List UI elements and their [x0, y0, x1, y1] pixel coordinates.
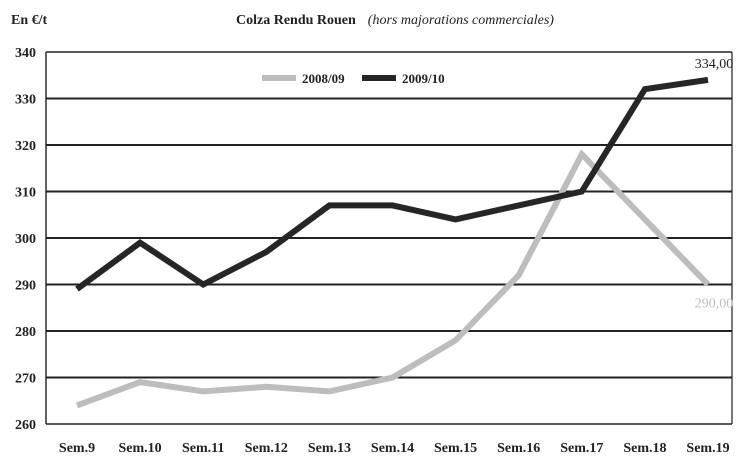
- x-tick-label: Sem.19: [686, 441, 729, 456]
- chart-title-main: Colza Rendu Rouen: [236, 13, 356, 28]
- data-label: 334,00: [695, 57, 734, 72]
- chart-title: Colza Rendu Rouen (hors majorations comm…: [236, 11, 554, 28]
- x-tick-label: Sem.10: [119, 441, 162, 456]
- y-tick-label: 320: [15, 139, 36, 154]
- y-tick-label: 340: [15, 46, 36, 61]
- y-tick-label: 280: [15, 325, 36, 340]
- x-tick-label: Sem.16: [497, 441, 540, 456]
- series-lines: [75, 76, 711, 409]
- x-tick-label: Sem.15: [434, 441, 477, 456]
- data-annotations: 334,00 290,00: [695, 57, 734, 312]
- x-tick-label: Sem.12: [245, 441, 288, 456]
- x-tick-label: Sem.13: [308, 441, 351, 456]
- legend-label: 2009/10: [402, 71, 445, 86]
- y-tick-label: 270: [15, 372, 36, 387]
- y-tick-label: 310: [15, 186, 36, 201]
- series-line-2008-09: [75, 149, 711, 409]
- chart-subtitle: (hors majorations commerciales): [368, 13, 554, 28]
- y-tick-label: 300: [15, 232, 36, 247]
- x-tick-label: Sem.11: [182, 441, 224, 456]
- legend-label: 2008/09: [302, 71, 345, 86]
- chart-title-group: En €/t Colza Rendu Rouen (hors majoratio…: [11, 11, 554, 28]
- x-tick-label: Sem.9: [59, 441, 95, 456]
- series-line-2009-10: [75, 76, 709, 292]
- legend: 2008/09 2009/10: [262, 71, 445, 86]
- grid-lines: [45, 51, 733, 425]
- y-tick-label: 290: [15, 279, 36, 294]
- y-tick-label: 330: [15, 93, 36, 108]
- x-tick-label: Sem.17: [560, 441, 603, 456]
- y-tick-label: 260: [15, 418, 36, 433]
- x-tick-label: Sem.14: [371, 441, 414, 456]
- y-axis-ticks: 260 270 280 290 300 310 320 330 340: [15, 46, 36, 433]
- x-axis-ticks: Sem.9 Sem.10 Sem.11 Sem.12 Sem.13 Sem.14 Sem.1…: [59, 441, 730, 456]
- y-axis-unit-label: En €/t: [11, 13, 48, 28]
- x-tick-label: Sem.18: [623, 441, 666, 456]
- data-label: 290,00: [695, 297, 734, 312]
